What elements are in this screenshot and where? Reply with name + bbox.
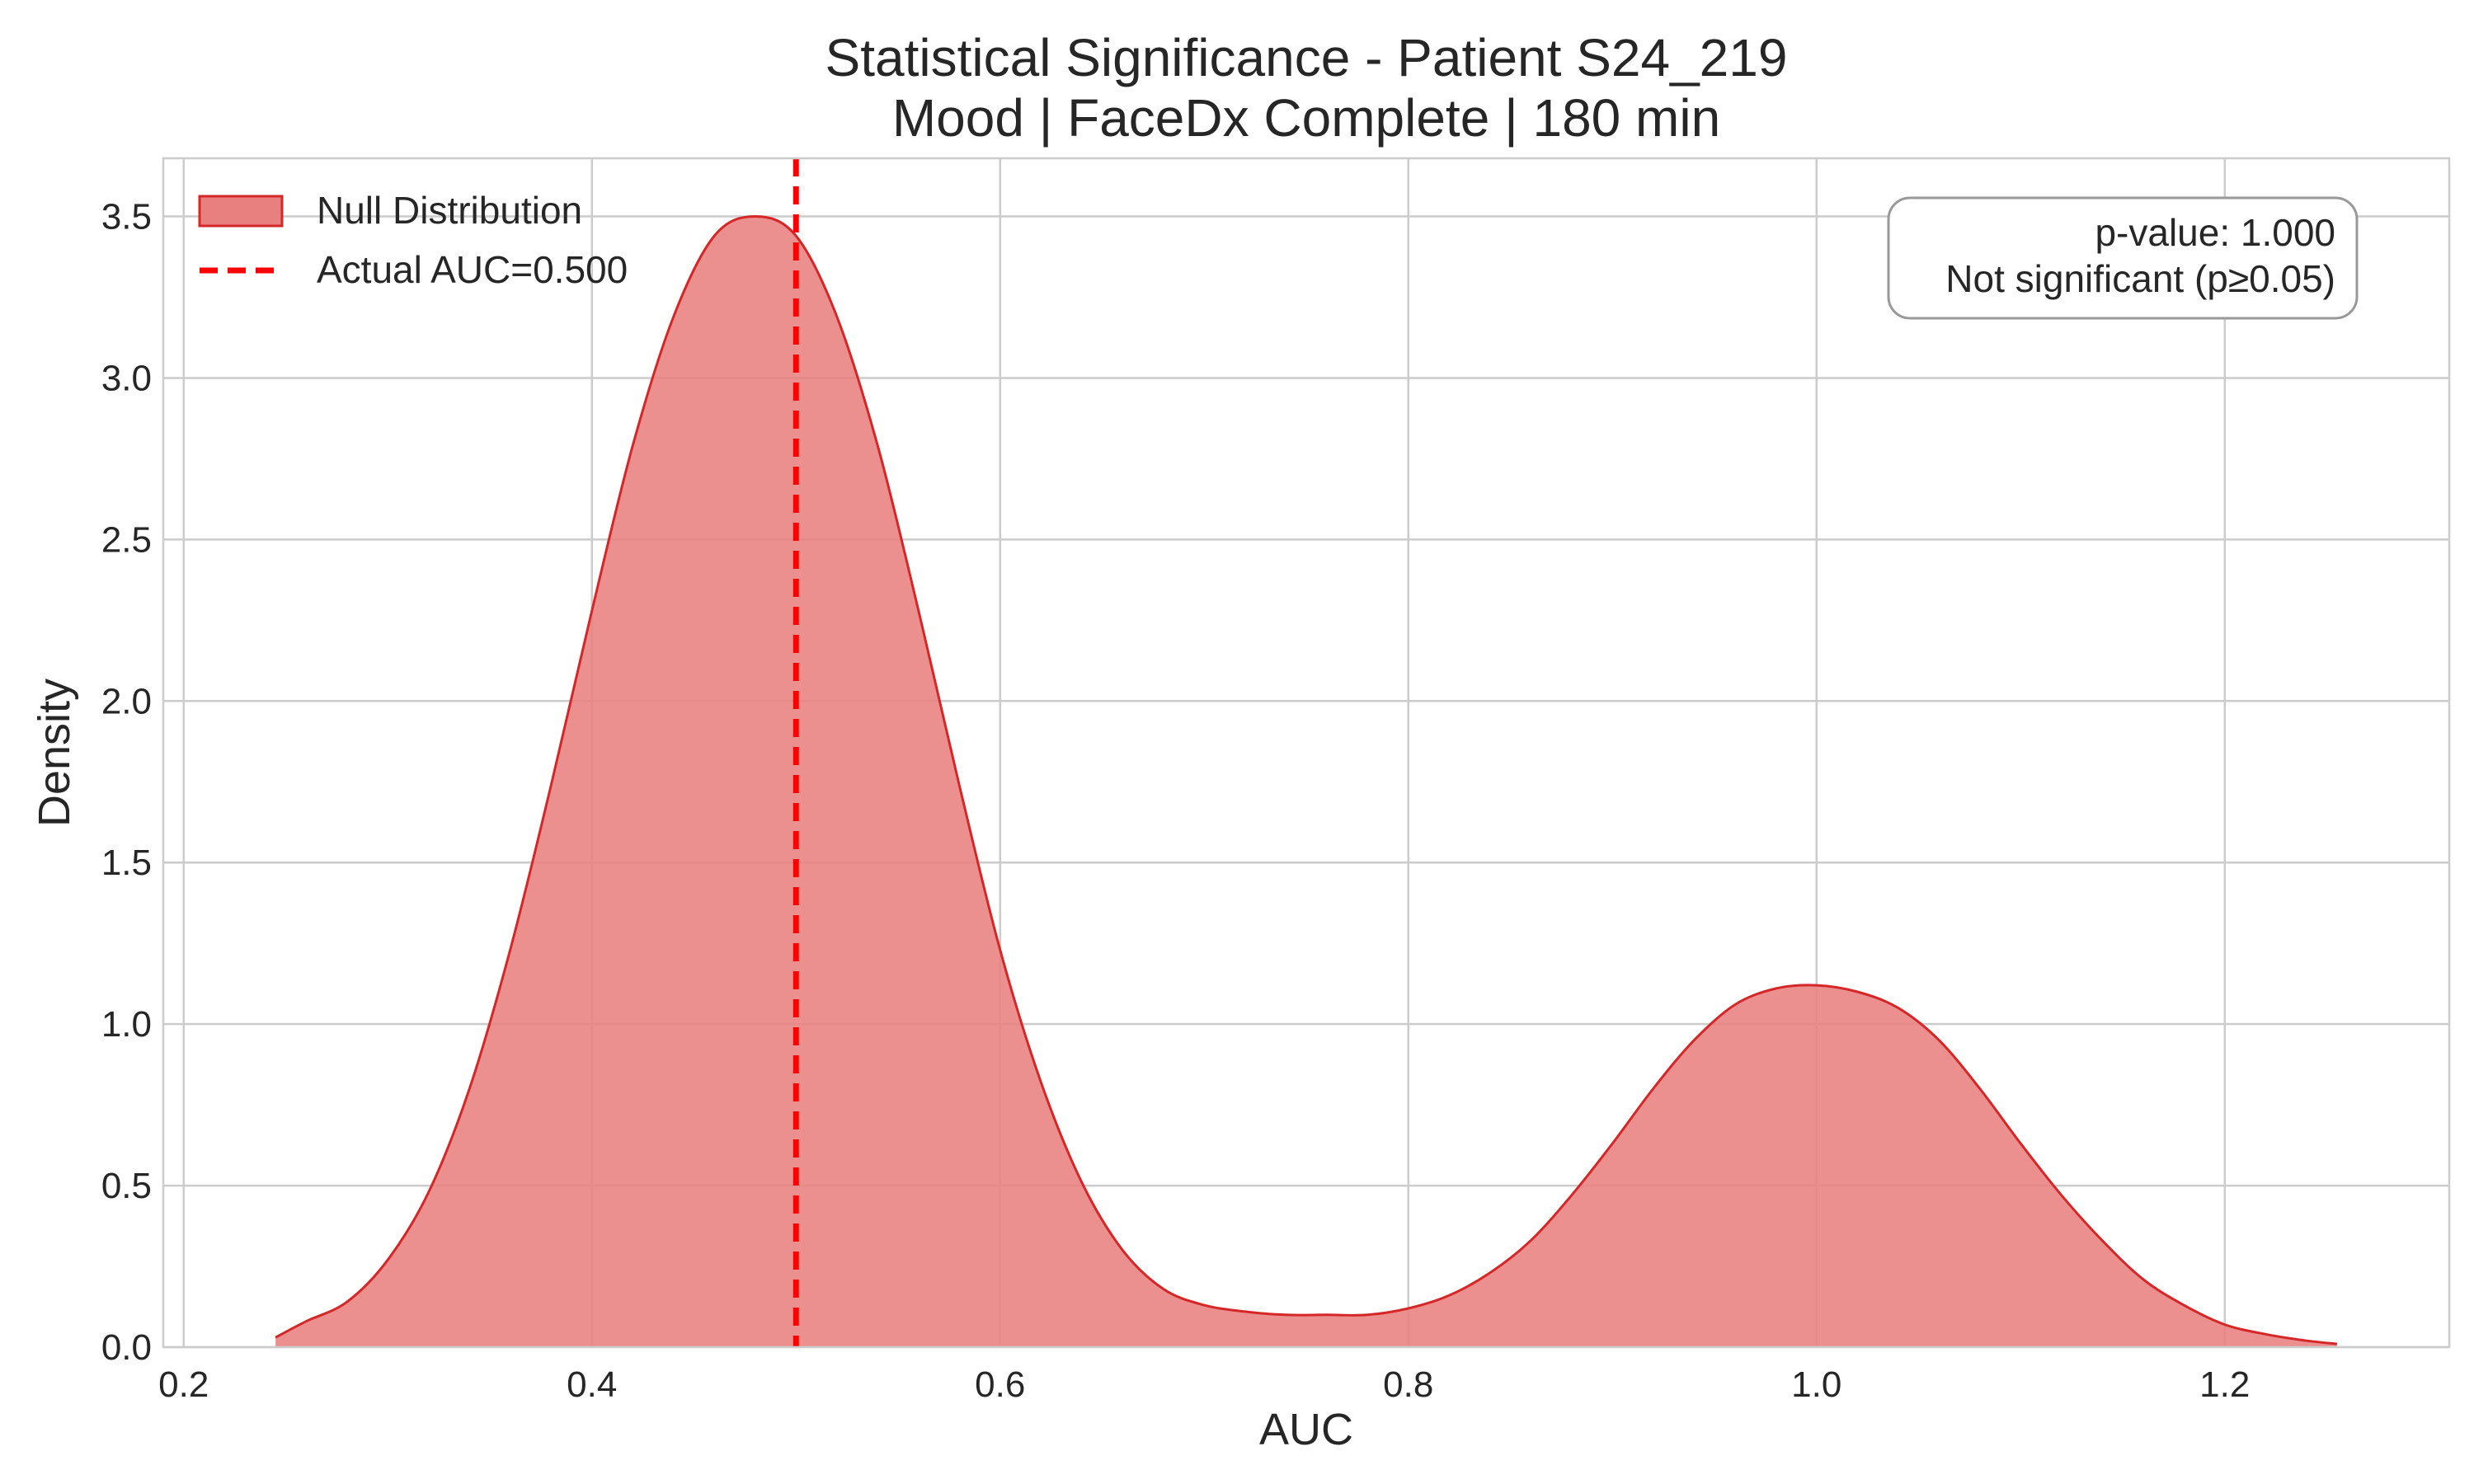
- plot-area: [275, 158, 2338, 1347]
- chart-title: Statistical Significance - Patient S24_2…: [825, 28, 1788, 87]
- x-axis-label: AUC: [1259, 1405, 1353, 1454]
- y-tick-label: 2.0: [101, 681, 152, 721]
- null-distribution-curve: [275, 214, 2338, 1345]
- legend-null-distribution-swatch: [198, 195, 284, 228]
- significance-text: Not significant (p≥0.05): [1945, 257, 2335, 300]
- y-tick-label: 3.5: [101, 197, 152, 237]
- y-axis-label: Density: [30, 679, 79, 827]
- significance-info-box: p-value: 1.000 Not significant (p≥0.05): [1887, 196, 2359, 320]
- legend-actual-auc-label: Actual AUC=0.500: [317, 248, 628, 291]
- null-distribution-area: [275, 216, 2337, 1347]
- legend-null-distribution-label: Null Distribution: [317, 189, 582, 232]
- y-tick-label: 2.5: [101, 519, 152, 560]
- y-tick-label: 0.0: [101, 1327, 152, 1368]
- axes-frame: [162, 157, 2451, 1349]
- x-axis-ticks: 0.2 0.4 0.6 0.8 1.0 1.2: [158, 1364, 2250, 1405]
- chart-subtitle: Mood | FaceDx Complete | 180 min: [892, 88, 1720, 148]
- x-tick-label: 0.2: [158, 1364, 209, 1405]
- info-box-frame: [1887, 196, 2359, 320]
- y-tick-label: 1.0: [101, 1004, 152, 1045]
- y-tick-label: 0.5: [101, 1166, 152, 1206]
- p-value-text: p-value: 1.000: [2095, 211, 2335, 254]
- y-axis-ticks: 0.0 0.5 1.0 1.5 2.0 2.5 3.0 3.5: [101, 197, 152, 1368]
- x-tick-label: 0.8: [1383, 1364, 1433, 1405]
- legend: Null Distribution Actual AUC=0.500: [198, 189, 628, 291]
- y-tick-label: 1.5: [101, 843, 152, 883]
- y-tick-label: 3.0: [101, 358, 152, 398]
- x-tick-label: 1.0: [1791, 1364, 1841, 1405]
- x-tick-label: 0.4: [567, 1364, 617, 1405]
- x-tick-label: 0.6: [975, 1364, 1025, 1405]
- x-tick-label: 1.2: [2199, 1364, 2250, 1405]
